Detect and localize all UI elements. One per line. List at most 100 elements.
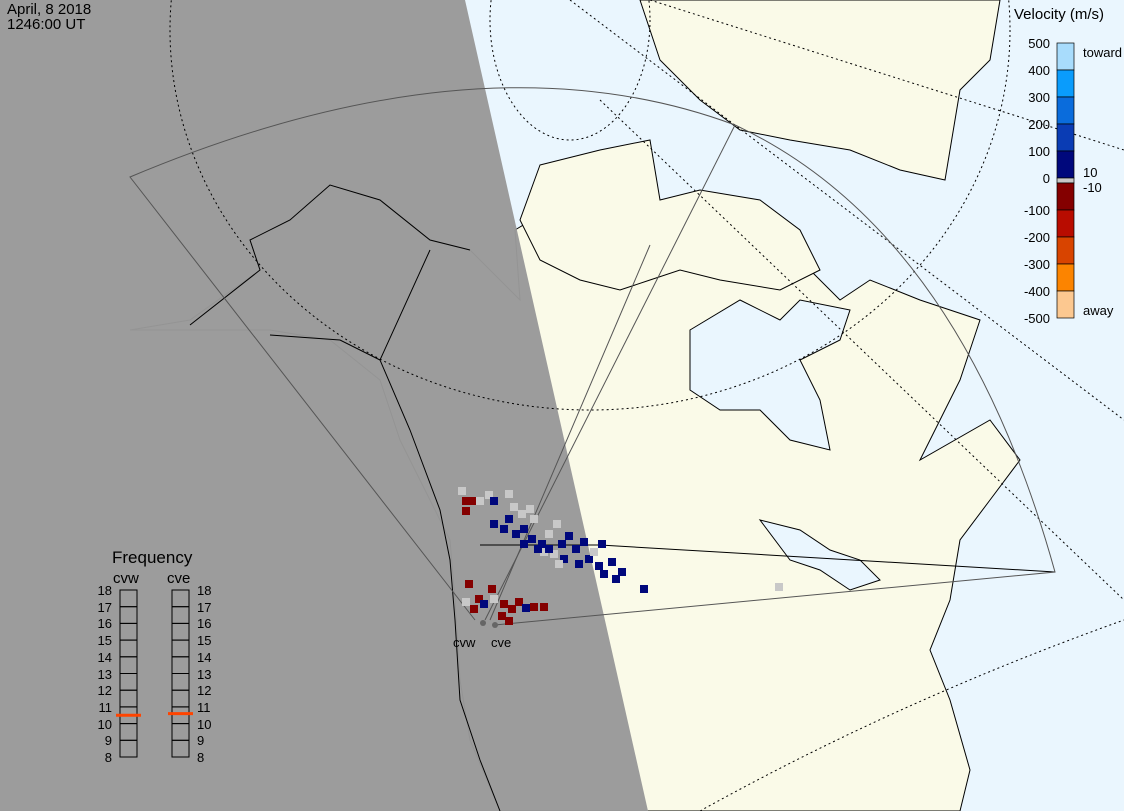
scatter-cell <box>470 605 478 613</box>
scatter-cell <box>526 505 534 513</box>
radar-label-cvw: cvw <box>453 635 476 650</box>
scatter-cell <box>485 491 493 499</box>
frequency-tick-label: 9 <box>104 733 112 749</box>
scatter-cell <box>498 612 506 620</box>
scatter-cell <box>553 520 561 528</box>
scatter-cell <box>560 555 568 563</box>
frequency-tick-label: 12 <box>97 683 112 699</box>
color-bar-segment <box>1056 96 1075 125</box>
frequency-tick-label: 18 <box>97 583 112 598</box>
scatter-cell <box>530 603 538 611</box>
scatter-cell <box>500 600 508 608</box>
hudson-bay <box>689 299 851 451</box>
scatter-cell <box>530 515 538 523</box>
date-label: April, 8 2018 <box>7 1 92 18</box>
land-outline-night <box>189 184 1056 811</box>
scatter-cell <box>518 510 526 518</box>
frequency-tick-label: 10 <box>97 716 112 732</box>
frequency-tick-label: 10 <box>197 716 212 732</box>
velocity-tick-label: -300 <box>1023 257 1050 272</box>
frequency-radar-cve: cve <box>167 570 191 587</box>
frequency-cell <box>119 739 138 758</box>
scatter-cell <box>488 585 496 593</box>
velocity-tick-label: 200 <box>1028 117 1050 132</box>
velocity-tick-label: -400 <box>1023 284 1050 299</box>
color-bar-segment <box>1056 236 1075 265</box>
scatter-cell <box>540 548 548 556</box>
scatter-cell <box>465 580 473 588</box>
frequency-tick-label: 15 <box>197 633 212 649</box>
scatter-cell <box>598 540 606 548</box>
color-bar-segment <box>1056 263 1075 292</box>
frequency-tick-label: 13 <box>97 666 112 682</box>
scatter-cell <box>595 562 603 570</box>
scatter-cells <box>458 487 783 625</box>
radar-field-of-view <box>129 87 1056 626</box>
scatter-cell <box>500 525 508 533</box>
color-bar-segment <box>1056 209 1075 238</box>
away-label: away <box>1083 303 1114 318</box>
frequency-bars <box>116 589 193 758</box>
frequency-cell <box>171 739 190 758</box>
scatter-cell <box>640 585 648 593</box>
velocity-tick-label: 0 <box>1042 171 1050 186</box>
frequency-tick-label: 18 <box>197 583 212 598</box>
frequency-tick-label: 16 <box>197 616 212 632</box>
great-lakes <box>758 519 881 591</box>
scatter-cell <box>555 560 563 568</box>
velocity-scale-title: Velocity (m/s) <box>1014 6 1105 23</box>
scatter-cell <box>590 548 598 556</box>
scatter-cell <box>512 530 520 538</box>
scatter-cell <box>558 540 566 548</box>
velocity-tick-label: 400 <box>1028 63 1050 78</box>
scatter-cell <box>476 497 484 505</box>
night-region <box>0 0 648 811</box>
radar-site-cve <box>492 622 498 628</box>
time-label: 1246:00 UT <box>7 16 86 33</box>
scatter-cell <box>572 545 580 553</box>
scatter-cell <box>540 603 548 611</box>
land-arctic-islands <box>519 139 821 291</box>
radar-site-cvw <box>480 620 486 626</box>
frequency-tick-label: 13 <box>197 666 212 682</box>
frequency-tick-label: 8 <box>197 750 205 765</box>
scatter-cell <box>520 540 528 548</box>
color-bar-segment <box>1056 290 1075 319</box>
velocity-color-bar <box>1056 42 1075 319</box>
scatter-cell <box>470 497 478 505</box>
scatter-cell <box>612 575 620 583</box>
color-bar-segment <box>1056 182 1075 211</box>
frequency-title: Frequency <box>112 548 193 567</box>
velocity-tick-label: 300 <box>1028 90 1050 105</box>
scatter-cell <box>480 600 488 608</box>
scatter-cell <box>545 530 553 538</box>
frequency-radar-cvw: cvw <box>113 570 139 587</box>
scatter-cell <box>520 525 528 533</box>
scatter-cell <box>608 558 616 566</box>
scatter-cell <box>505 617 513 625</box>
scatter-cell <box>505 490 513 498</box>
color-bar-segment <box>1056 123 1075 152</box>
frequency-tick-label: 14 <box>197 649 212 665</box>
scatter-cell <box>580 538 588 546</box>
color-bar-segment <box>1056 177 1075 184</box>
scatter-cell <box>775 583 783 591</box>
velocity-tick-label: -500 <box>1023 311 1050 326</box>
scatter-cell <box>490 595 498 603</box>
frequency-tick-label: 14 <box>97 649 112 665</box>
color-bar-segment <box>1056 150 1075 179</box>
frequency-tick-label: 17 <box>197 599 212 615</box>
frequency-tick-label: 11 <box>98 699 113 715</box>
scatter-cell <box>618 568 626 576</box>
frequency-tick-label: 12 <box>197 683 212 699</box>
velocity-tick-label: 500 <box>1028 36 1050 51</box>
scatter-cell <box>510 503 518 511</box>
toward-label: toward <box>1083 45 1123 60</box>
frequency-tick-label: 9 <box>197 733 205 749</box>
land-greenland <box>639 0 1001 181</box>
frequency-tick-label: 11 <box>197 699 211 715</box>
threshold-negative: -10 <box>1083 180 1102 195</box>
scatter-cell <box>462 497 470 505</box>
scatter-cell <box>538 540 546 548</box>
